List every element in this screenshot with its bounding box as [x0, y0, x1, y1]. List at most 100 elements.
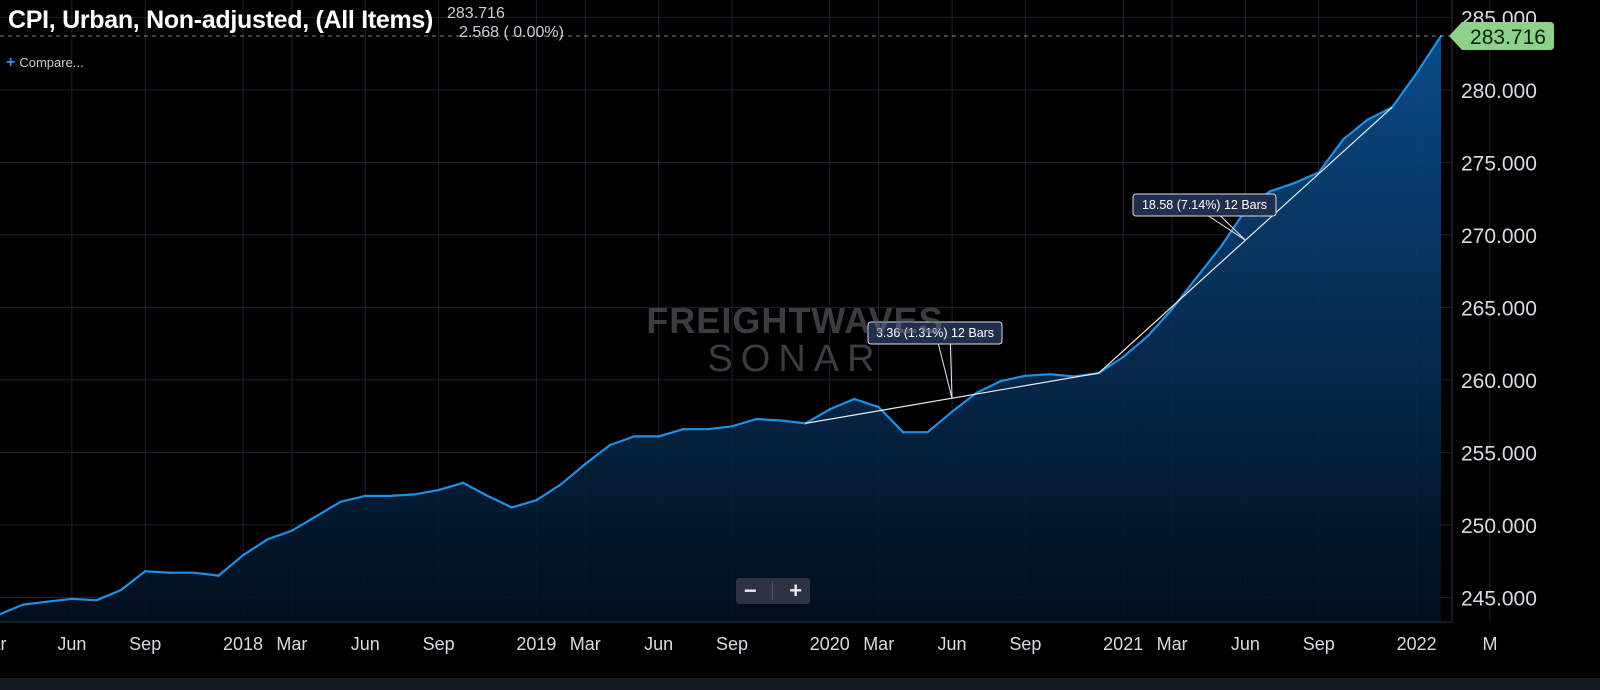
x-tick-label: Jun — [644, 634, 673, 654]
data-point — [999, 379, 1003, 383]
data-point — [657, 435, 660, 438]
data-point — [266, 538, 269, 541]
x-tick-label: Sep — [423, 634, 455, 654]
x-tick-label: Jun — [938, 634, 967, 654]
x-tick-label: 2018 — [223, 634, 263, 654]
x-tick-label: Mar — [1157, 634, 1188, 654]
x-tick-label: Sep — [716, 634, 748, 654]
y-tick-label: 250.000 — [1461, 515, 1537, 538]
y-tick-label: 275.000 — [1461, 152, 1537, 175]
data-point — [1342, 138, 1345, 141]
data-point — [950, 410, 954, 413]
chart-title: CPI, Urban, Non-adjusted, (All Items) — [8, 6, 434, 34]
data-point — [388, 494, 391, 498]
area-path — [0, 36, 1441, 622]
series-line — [0, 35, 1442, 616]
x-tick-label: M — [1482, 634, 1497, 654]
data-point — [217, 574, 220, 577]
data-point — [535, 499, 538, 502]
data-point — [1170, 307, 1174, 311]
y-tick-label: 245.000 — [1461, 587, 1537, 610]
last-value-marker: 283.716 — [0, 22, 1554, 51]
data-point — [21, 603, 25, 606]
data-point — [1415, 72, 1418, 75]
data-point — [608, 443, 611, 447]
last-value-badge — [1449, 22, 1554, 51]
area-fill — [0, 36, 1441, 622]
annotation-pointer — [1208, 215, 1246, 241]
data-point — [70, 597, 74, 601]
x-axis: ar Jun Sep 2018 Mar Jun Sep 2019 Mar Jun Sep 2020 Ma… — [0, 621, 1497, 654]
plus-icon: + — [6, 54, 16, 71]
zoom-controls: − + — [736, 578, 810, 604]
compare-label: Compare... — [19, 55, 84, 70]
data-point — [584, 462, 587, 466]
data-point — [730, 425, 734, 428]
data-point — [559, 483, 563, 486]
last-value-readout: 283.716 — [447, 5, 505, 22]
data-point — [901, 431, 905, 434]
zoom-divider — [772, 582, 774, 600]
data-point — [706, 427, 709, 431]
compare-button[interactable]: + Compare... — [6, 54, 84, 72]
annotation-pointer — [937, 343, 953, 399]
data-point — [926, 431, 929, 434]
data-point — [192, 571, 196, 574]
data-point — [437, 488, 440, 492]
data-point — [144, 570, 147, 573]
x-tick-label: 2019 — [516, 634, 556, 654]
data-point — [95, 599, 98, 602]
x-tick-label: Sep — [1303, 634, 1335, 654]
x-tick-label: Jun — [57, 634, 86, 654]
data-point — [1024, 374, 1027, 378]
zoom-out-button[interactable]: − — [743, 578, 757, 603]
data-point — [1122, 355, 1125, 359]
zoom-in-button[interactable]: + — [789, 578, 803, 603]
data-point — [364, 494, 367, 498]
x-tick-label: ar — [0, 634, 7, 654]
data-point — [828, 408, 831, 411]
data-point — [486, 494, 489, 498]
x-tick-label: Jun — [351, 634, 380, 654]
data-point — [119, 588, 122, 592]
change-readout: 2.568 ( 0.00%) — [459, 24, 564, 41]
annotations: 3.36 (1.31%) 12 Bars 18.58 (7.14%) 12 Bar… — [805, 106, 1393, 424]
data-point — [510, 506, 514, 509]
x-tick-label: Mar — [863, 634, 894, 654]
annotation-label: 3.36 (1.31%) 12 Bars — [876, 326, 994, 340]
y-tick-label: 255.000 — [1461, 442, 1537, 465]
data-point — [241, 554, 245, 557]
series-path — [0, 35, 1442, 616]
data-point — [633, 435, 636, 438]
data-point — [339, 500, 342, 503]
data-point — [755, 417, 758, 421]
data-point — [1219, 245, 1223, 248]
data-point — [461, 481, 465, 485]
annotation-box — [867, 321, 1003, 345]
bottom-scrollbar[interactable] — [0, 678, 1600, 690]
y-tick-label: 270.000 — [1461, 225, 1537, 248]
y-axis: 245.000 250.000 255.000 260.000 265.000 270.0… — [1451, 0, 1537, 622]
data-point — [853, 397, 856, 401]
y-tick-label: 265.000 — [1461, 297, 1537, 320]
data-point — [1146, 335, 1149, 338]
x-tick-label: Jun — [1231, 634, 1260, 654]
annotation-label: 18.58 (7.14%) 12 Bars — [1142, 198, 1267, 212]
data-point — [290, 529, 294, 532]
data-point — [1293, 181, 1296, 185]
x-tick-label: Sep — [129, 634, 161, 654]
x-tick-label: Sep — [1009, 634, 1041, 654]
y-tick-label: 260.000 — [1461, 370, 1537, 393]
last-value-badge-label: 283.716 — [1470, 26, 1546, 49]
data-point — [779, 419, 783, 422]
x-tick-label: 2021 — [1103, 634, 1143, 654]
data-point — [1048, 373, 1052, 376]
x-tick-label: Mar — [570, 634, 601, 654]
x-tick-label: Mar — [276, 634, 307, 654]
x-tick-label: 2020 — [810, 634, 850, 654]
y-tick-label: 280.000 — [1461, 80, 1537, 103]
data-point — [1268, 190, 1272, 193]
data-point — [1195, 276, 1198, 279]
data-point — [315, 514, 318, 518]
